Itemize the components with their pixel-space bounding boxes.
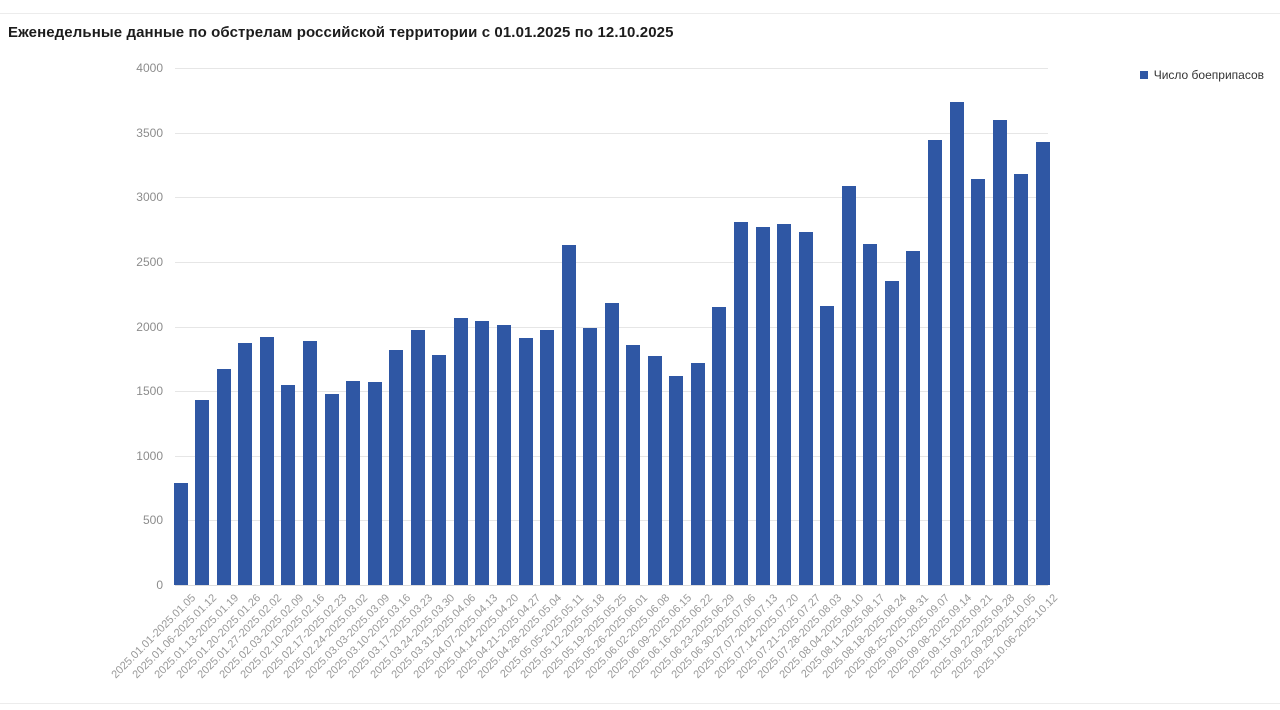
- bar-2025.07.07-2025.07.13: [755, 226, 770, 585]
- card-bottom-border: [0, 703, 1280, 704]
- bar-2025.03.10-2025.03.16: [389, 349, 404, 585]
- gridline-y-3500: [175, 132, 1048, 134]
- bar-2025.02.24-2025.03.02: [346, 380, 361, 585]
- y-axis-tick-label-3000: 3000: [136, 190, 163, 205]
- bar-2025.09.01-2025.09.07: [927, 140, 942, 585]
- bar-2025.07.14-2025.07.20: [777, 223, 792, 585]
- y-axis-tick-label-500: 500: [142, 513, 163, 528]
- bar-2025.08.11-2025.08.17: [863, 243, 878, 585]
- chart-title: Еженедельные данные по обстрелам российс…: [8, 24, 674, 41]
- gridline-y-3000: [175, 197, 1048, 199]
- bar-2025.01.13-2025.01.19: [216, 368, 231, 585]
- bar-2025.04.28-2025.05.04: [540, 329, 555, 585]
- bar-2025.08.04-2025.08.10: [841, 185, 856, 585]
- bar-2025.06.23-2025.06.29: [712, 307, 727, 585]
- bar-2025.07.28-2025.08.03: [820, 305, 835, 585]
- bar-2025.05.19-2025.05.25: [604, 302, 619, 585]
- bar-2025.09.15-2025.09.21: [971, 179, 986, 585]
- bar-2025.05.26-2025.06.01: [626, 344, 641, 585]
- bar-2025.03.31-2025.04.06: [453, 318, 468, 585]
- legend: Число боеприпасов: [1139, 68, 1264, 82]
- bar-2025.04.07-2025.04.13: [475, 320, 490, 585]
- bar-2025.01.20-2025.01.26: [238, 342, 253, 585]
- plot-area: 0 500 1000 1500 2000 2500 3000 3500 4000 2025.01.…: [109, 61, 1060, 681]
- bar-2025.06.16-2025.06.22: [690, 362, 705, 585]
- bar-2025.03.24-2025.03.30: [432, 354, 447, 585]
- bar-2025.06.02-2025.06.08: [647, 356, 662, 585]
- legend-square-icon: [1139, 71, 1148, 79]
- card-top-border: [0, 13, 1280, 14]
- y-axis-tick-label-1000: 1000: [136, 448, 163, 463]
- y-axis-tick-label-0: 0: [156, 578, 163, 592]
- bar-2025.01.01-2025.01.05: [173, 482, 188, 585]
- bar-2025.09.08-2025.09.14: [949, 102, 964, 585]
- bar-2025.08.25-2025.08.31: [906, 250, 921, 585]
- gridline-y-0: [175, 585, 1048, 586]
- bar-2025.04.21-2025.04.27: [518, 337, 533, 585]
- bar-2025.03.17-2025.03.23: [410, 329, 425, 585]
- bar-2025.07.21-2025.07.27: [798, 231, 813, 585]
- bar-2025.04.14-2025.04.20: [496, 325, 511, 585]
- y-axis-tick-label-1500: 1500: [136, 384, 163, 399]
- bar-2025.09.22-2025.09.28: [992, 120, 1007, 585]
- bar-2025.09.29-2025.10.05: [1014, 174, 1029, 585]
- bar-2025.03.03-2025.03.09: [367, 382, 382, 585]
- bar-2025.05.05-2025.05.11: [561, 245, 576, 585]
- legend-label: Число боеприпасов: [1153, 68, 1264, 82]
- gridline-y-2500: [175, 261, 1048, 263]
- bar-2025.02.10-2025.02.16: [303, 340, 317, 585]
- y-axis-tick-label-4000: 4000: [136, 61, 163, 75]
- bar-2025.05.12-2025.05.18: [583, 327, 598, 585]
- bar-2025.08.18-2025.08.24: [884, 281, 899, 585]
- bar-2025.01.06-2025.01.12: [195, 399, 210, 585]
- bar-2025.10.06-2025.10.12: [1035, 142, 1050, 585]
- gridline-y-4000: [175, 68, 1048, 69]
- y-axis-tick-label-2500: 2500: [136, 254, 163, 269]
- y-axis-tick-label-2000: 2000: [136, 319, 163, 334]
- bar-2025.06.30-2025.07.06: [734, 222, 748, 585]
- bar-2025.02.17-2025.02.23: [324, 393, 339, 585]
- y-axis-tick-label-3500: 3500: [136, 125, 163, 140]
- bar-2025.02.03-2025.02.09: [281, 384, 296, 585]
- bar-2025.06.09-2025.06.15: [669, 375, 684, 585]
- bar-2025.01.27-2025.02.02: [259, 336, 274, 585]
